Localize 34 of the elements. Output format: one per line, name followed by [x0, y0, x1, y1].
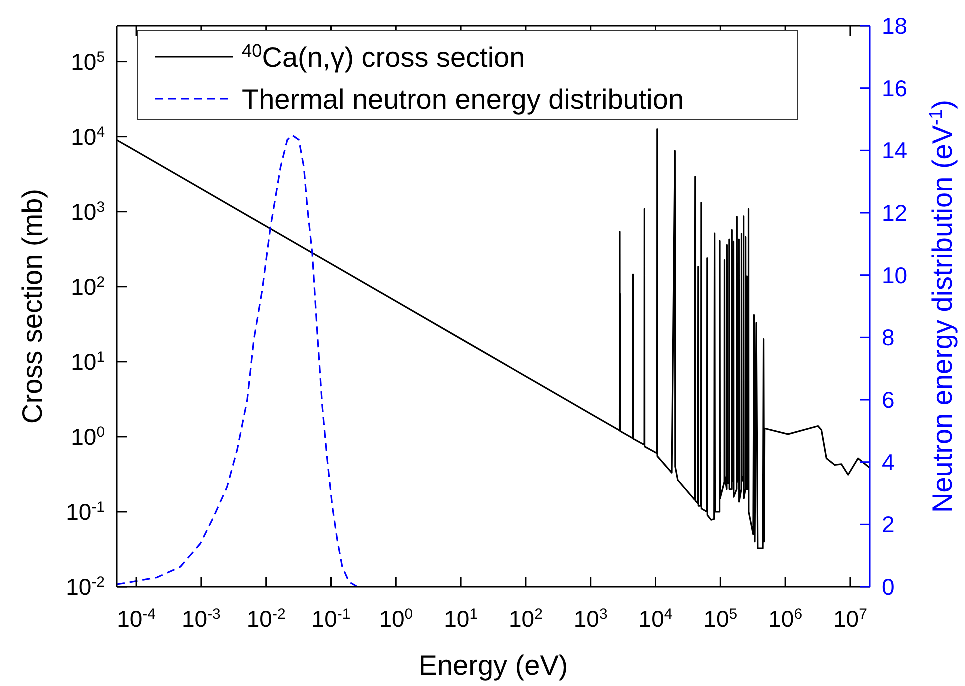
- y2-tick-label: 16: [882, 75, 908, 102]
- x-tick-label: 10$^{0}$: [379, 606, 414, 632]
- y2-tick-label: 18: [882, 13, 908, 39]
- legend-label: Thermal neutron energy distribution: [242, 84, 684, 115]
- legend-label: $^{40}$Ca(n,γ) cross section: [242, 41, 526, 73]
- y-tick-label: 10$^{5}$: [71, 48, 105, 75]
- x-tick-label: 10$^{-2}$: [246, 606, 286, 632]
- x-tick-label: 10$^{2}$: [509, 606, 543, 632]
- y2-tick-label: 4: [882, 449, 895, 476]
- y2-tick-label: 12: [882, 200, 908, 226]
- y-tick-label: 10$^{4}$: [71, 123, 105, 150]
- x-tick-label: 10$^{7}$: [834, 606, 868, 632]
- y-tick-label: 10$^{-2}$: [66, 574, 105, 600]
- y2-tick-label: 8: [882, 324, 895, 351]
- x-tick-label: 10$^{-4}$: [117, 606, 156, 632]
- x-tick-label: 10$^{5}$: [704, 606, 738, 632]
- y2-tick-label: 2: [882, 512, 895, 538]
- x-tick-label: 10$^{-1}$: [312, 606, 351, 632]
- y-tick-label: 10$^{0}$: [71, 423, 105, 450]
- y2-tick-label: 0: [882, 574, 895, 600]
- x-tick-label: 10$^{4}$: [638, 606, 673, 632]
- y2-tick-label: 6: [882, 387, 895, 413]
- x-tick-label: 10$^{1}$: [444, 606, 478, 632]
- y2-tick-label: 14: [882, 138, 908, 164]
- y-tick-label: 10$^{2}$: [71, 273, 105, 300]
- y-tick-label: 10$^{3}$: [71, 198, 105, 225]
- y-axis-title: Cross section (mb): [17, 189, 48, 424]
- y2-tick-label: 10: [882, 262, 908, 288]
- y-tick-label: 10$^{1}$: [71, 348, 105, 375]
- x-axis-title: Energy (eV): [418, 650, 568, 681]
- x-tick-label: 10$^{3}$: [574, 606, 608, 632]
- x-tick-label: 10$^{6}$: [768, 606, 803, 632]
- y-tick-label: 10$^{-1}$: [66, 498, 105, 525]
- x-tick-label: 10$^{-3}$: [182, 606, 221, 632]
